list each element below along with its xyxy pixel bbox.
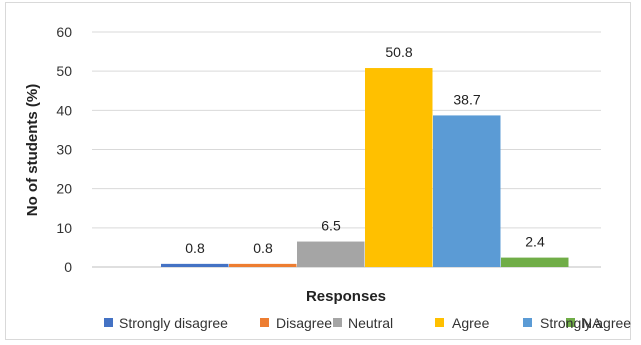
- y-tick-label-0: 0: [64, 259, 72, 275]
- chart-frame: [5, 2, 631, 340]
- data-label-6: 2.4: [525, 234, 545, 250]
- data-label-3: 6.5: [321, 218, 341, 234]
- bar-1: [161, 263, 229, 267]
- legend-swatch-2: [260, 318, 269, 327]
- legend-label-1: Strongly disagree: [119, 315, 228, 331]
- bar-6: [501, 257, 569, 267]
- y-axis-title: No of students (%): [24, 84, 41, 217]
- bar-5: [433, 115, 501, 267]
- legend-swatch-4: [435, 318, 444, 327]
- data-label-2: 0.8: [253, 240, 273, 256]
- legend-label-4: Agree: [452, 315, 490, 331]
- data-label-5: 38.7: [453, 91, 480, 107]
- data-label-4: 50.8: [385, 44, 412, 60]
- legend-label-5: Strongly agree: [540, 315, 631, 331]
- bar-4: [365, 68, 433, 268]
- y-tick-label-10: 10: [56, 220, 72, 236]
- y-tick-label-40: 40: [56, 102, 72, 118]
- bar-2: [229, 263, 297, 267]
- data-label-1: 0.8: [185, 240, 205, 256]
- legend-swatch-5: [523, 318, 532, 327]
- bar-3: [297, 241, 365, 267]
- y-tick-label-20: 20: [56, 181, 72, 197]
- y-tick-label-50: 50: [56, 63, 72, 79]
- legend-label-6: NA: [582, 315, 602, 331]
- legend-swatch-1: [104, 318, 113, 327]
- legend-label-3: Neutral: [348, 315, 393, 331]
- legend-swatch-3: [333, 318, 342, 327]
- x-axis-title: Responses: [306, 288, 386, 305]
- y-tick-label-30: 30: [56, 142, 72, 158]
- legend-label-2: Disagree: [276, 315, 332, 331]
- legend-swatch-6: [566, 318, 575, 327]
- y-tick-label-60: 60: [56, 24, 72, 40]
